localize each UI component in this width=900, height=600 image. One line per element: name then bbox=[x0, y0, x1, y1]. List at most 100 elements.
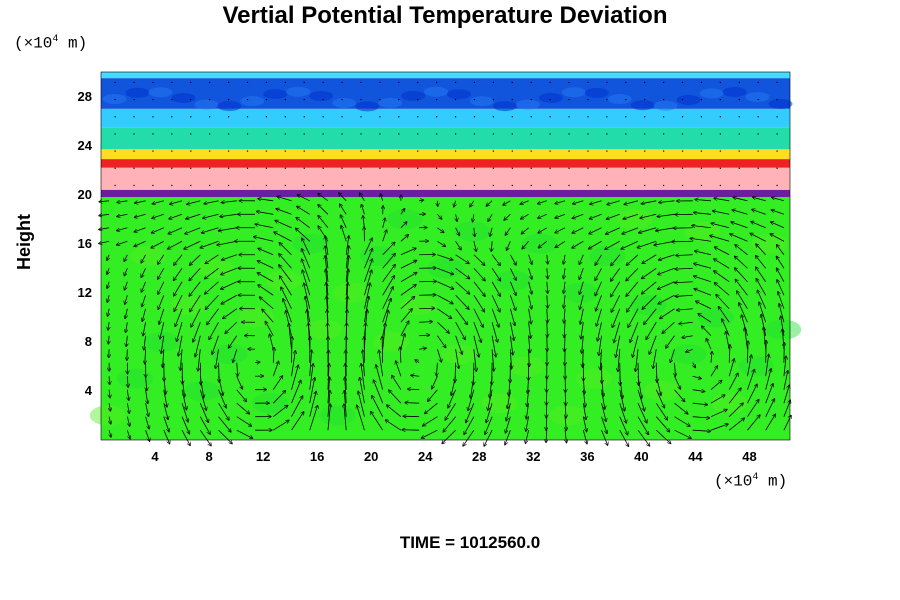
wind-dot bbox=[417, 116, 419, 118]
color-band bbox=[101, 167, 790, 190]
wind-dot bbox=[417, 133, 419, 135]
wind-dot bbox=[492, 150, 494, 152]
wind-arrow bbox=[304, 283, 311, 309]
wind-arrow bbox=[589, 227, 602, 234]
wind-dot bbox=[700, 116, 703, 118]
wind-arrow bbox=[765, 384, 773, 404]
wind-dot bbox=[700, 133, 703, 135]
wind-arrow bbox=[448, 389, 457, 408]
wind-arrow bbox=[565, 430, 566, 442]
y-tick-label: 20 bbox=[77, 186, 92, 202]
wind-dot bbox=[587, 150, 589, 152]
wind-arrow bbox=[455, 294, 469, 309]
wind-arrow bbox=[181, 429, 190, 445]
wind-arrow bbox=[190, 254, 201, 265]
wind-arrow bbox=[174, 281, 183, 296]
y-axis-unit: (×104 m) bbox=[14, 34, 88, 53]
wind-arrow bbox=[386, 420, 402, 431]
wind-arrow bbox=[599, 335, 602, 356]
wind-dot bbox=[663, 150, 665, 152]
texture-patch bbox=[549, 405, 586, 426]
wind-dot bbox=[757, 133, 759, 135]
wind-arrow bbox=[345, 246, 349, 269]
wind-dot bbox=[644, 98, 646, 101]
texture-patch bbox=[508, 356, 545, 377]
wind-dot bbox=[114, 133, 116, 135]
wind-arrow bbox=[521, 227, 529, 234]
wind-arrow bbox=[400, 309, 412, 323]
wind-arrow bbox=[272, 362, 278, 377]
wind-arrow bbox=[463, 429, 475, 446]
texture-wave bbox=[768, 98, 793, 109]
wind-arrow bbox=[345, 256, 349, 282]
wind-arrow bbox=[504, 213, 511, 220]
texture-patch bbox=[170, 295, 207, 316]
wind-dot bbox=[776, 98, 778, 101]
wind-dot bbox=[530, 167, 532, 169]
wind-arrow bbox=[382, 254, 395, 269]
wind-arrow bbox=[491, 268, 500, 281]
wind-arrow bbox=[127, 389, 128, 400]
wind-arrow bbox=[547, 254, 548, 264]
wind-arrow bbox=[674, 362, 675, 376]
wind-arrow bbox=[455, 335, 463, 354]
texture-wave bbox=[286, 86, 311, 97]
wind-dot bbox=[436, 98, 438, 101]
wind-arrow bbox=[728, 403, 743, 417]
texture-patch bbox=[319, 405, 356, 426]
wind-dot bbox=[530, 133, 532, 135]
wind-dot bbox=[549, 184, 551, 187]
wind-arrow bbox=[152, 227, 164, 233]
wind-dot bbox=[663, 167, 665, 169]
wind-arrow bbox=[400, 260, 417, 269]
wind-arrow bbox=[771, 210, 785, 215]
wind-dot bbox=[246, 167, 249, 169]
wind-arrow bbox=[215, 349, 219, 368]
texture-wave bbox=[653, 100, 678, 111]
wind-arrow bbox=[158, 268, 165, 279]
wind-dot bbox=[473, 81, 476, 84]
wind-arrow bbox=[364, 310, 367, 336]
texture-wave bbox=[171, 92, 196, 103]
wind-arrow bbox=[638, 362, 639, 385]
wind-dot bbox=[417, 167, 419, 169]
wind-dot bbox=[152, 116, 154, 118]
wind-dot bbox=[303, 133, 305, 135]
wind-arrow bbox=[600, 349, 601, 369]
wind-arrow bbox=[675, 282, 693, 283]
wind-arrow bbox=[181, 389, 186, 410]
wind-dot bbox=[322, 150, 324, 152]
wind-dot bbox=[663, 133, 665, 135]
wind-arrow bbox=[674, 376, 680, 389]
wind-arrow bbox=[581, 322, 584, 338]
wind-arrow bbox=[659, 254, 675, 260]
texture-wave bbox=[722, 86, 747, 97]
wind-arrow bbox=[233, 349, 238, 362]
wind-arrow bbox=[437, 254, 452, 260]
wind-dot bbox=[644, 184, 646, 187]
wind-dot bbox=[398, 184, 400, 187]
texture-wave bbox=[194, 99, 219, 110]
wind-arrow bbox=[611, 254, 621, 266]
wind-dot bbox=[587, 167, 589, 169]
wind-arrow bbox=[145, 416, 150, 429]
wind-arrow bbox=[200, 240, 219, 247]
wind-arrow bbox=[185, 227, 201, 234]
wind-arrow bbox=[339, 193, 347, 202]
wind-dot bbox=[209, 150, 211, 152]
wind-arrow bbox=[619, 389, 625, 411]
wind-dot bbox=[284, 116, 286, 118]
wind-arrow bbox=[428, 389, 438, 401]
wind-dot bbox=[133, 133, 135, 135]
wind-arrow bbox=[637, 389, 644, 411]
wind-arrow bbox=[445, 402, 456, 420]
wind-arrow bbox=[436, 362, 437, 376]
wind-arrow bbox=[735, 256, 748, 269]
wind-dot bbox=[341, 98, 343, 101]
wind-arrow bbox=[710, 236, 730, 242]
wind-arrow bbox=[382, 276, 395, 296]
wind-arrow bbox=[117, 227, 128, 231]
wind-arrow bbox=[107, 268, 109, 274]
texture-patch bbox=[454, 221, 491, 242]
texture-patch bbox=[292, 233, 329, 254]
